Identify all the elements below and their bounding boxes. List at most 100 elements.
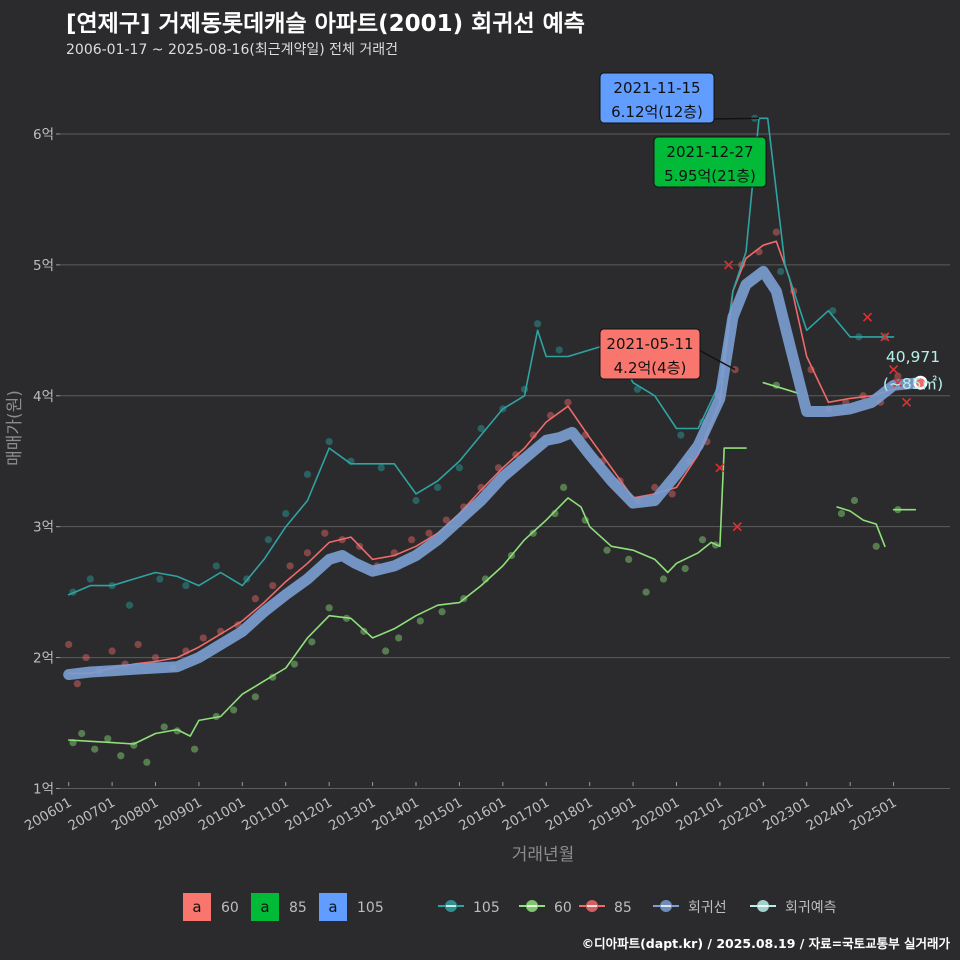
y-tick-label: 3억	[33, 520, 54, 536]
prediction-group: 40,971 (~85㎡)	[883, 348, 943, 393]
x-tick-label: 202301	[760, 795, 813, 835]
chart-subtitle: 2006-01-17 ~ 2025-08-16(최근계약일) 전체 거래건	[66, 42, 398, 58]
y-tick-label: 5억	[33, 258, 54, 274]
series-line-s85	[67, 240, 921, 675]
cancelled-mark-stroke	[880, 332, 890, 342]
y-tick-label: 1억	[33, 781, 54, 797]
scatter-point	[408, 536, 416, 544]
y-axis-ticks: 1억 2억 3억 4억 5억 6억	[33, 127, 60, 797]
scatter-point	[837, 509, 846, 518]
cancelled-mark	[862, 312, 873, 322]
series-line-s60b	[762, 381, 799, 395]
scatter-point	[91, 745, 99, 753]
scatter-point	[325, 437, 333, 446]
legend-line-label: 60	[554, 900, 572, 916]
scatter-point	[303, 549, 312, 557]
cancelled-mark	[732, 522, 742, 532]
scatter-point	[286, 562, 294, 570]
x-tick-label: 200901	[152, 795, 205, 835]
scatter-point	[434, 483, 442, 492]
cancelled-mark-stroke	[902, 397, 912, 407]
prediction-size: (~85㎡)	[883, 375, 943, 393]
callout-value: 4.2억(4층)	[614, 359, 687, 377]
legend: a 60 a 85 a 105 105 60 85 회귀선 회귀예측	[183, 893, 837, 921]
x-tick-label: 201801	[543, 795, 596, 835]
scatter-point	[65, 640, 73, 649]
callout-c3: 2021-05-11 4.2억(4층)	[599, 328, 736, 380]
scatter-point	[230, 706, 238, 714]
x-tick-label: 200701	[65, 795, 118, 835]
scatter-point	[555, 346, 563, 354]
x-tick-label: 202101	[673, 795, 726, 835]
callout-date: 2021-12-27	[666, 143, 753, 161]
x-tick-label: 202501	[847, 795, 900, 835]
scatter-point	[698, 536, 707, 544]
scatter-point	[160, 723, 168, 731]
scatter-point	[668, 490, 676, 498]
x-tick-label: 200801	[109, 795, 162, 835]
chart-title: [연제구] 거제동롯데캐슬 아파트(2001) 회귀선 예측	[66, 11, 585, 37]
legend-swatch-letter: a	[328, 898, 337, 916]
scatter-point	[642, 588, 650, 596]
x-tick-label: 201601	[456, 795, 509, 835]
legend-label: 85	[289, 900, 307, 916]
legend-swatch-letter: a	[192, 898, 201, 916]
scatter-point	[529, 529, 537, 537]
legend-swatch-letter: a	[260, 898, 269, 916]
cancelled-mark-stroke	[732, 522, 742, 532]
scatter-point	[625, 555, 633, 563]
cancelled-mark-stroke	[893, 378, 903, 388]
scatter-point	[134, 640, 142, 649]
scatter-point	[104, 735, 112, 743]
scatter-point	[872, 542, 880, 550]
source-credit: ©디아파트(dapt.kr) / 2025.08.19 / 자료=국토교통부 실…	[581, 936, 950, 951]
scatter-point	[603, 546, 611, 554]
legend-label: 105	[357, 900, 384, 916]
cancelled-mark-stroke	[888, 365, 899, 375]
scatter-point	[425, 529, 433, 537]
x-axis-label: 거래년월	[512, 845, 575, 865]
legend-label: 60	[221, 900, 239, 916]
scatter-point	[173, 727, 181, 735]
legend-line-label: 105	[473, 900, 500, 916]
scatter-point	[73, 680, 81, 688]
prediction-point-inner	[915, 378, 925, 388]
series-line-reg	[63, 265, 926, 681]
legend-line-4: 회귀예측	[750, 900, 837, 916]
cancelled-mark	[893, 378, 903, 388]
scatter-point	[377, 464, 385, 472]
scatter-point	[395, 634, 403, 642]
x-tick-label: 201101	[239, 795, 292, 835]
scatter-point	[382, 647, 390, 655]
callout-box	[653, 136, 767, 188]
scatter-point	[416, 617, 424, 625]
x-tick-label: 202001	[630, 795, 683, 835]
scatter-point	[360, 627, 368, 635]
scatter-point	[282, 509, 290, 518]
x-tick-label: 201201	[283, 795, 336, 835]
gridlines	[60, 133, 950, 789]
y-tick-label: 2억	[33, 651, 54, 667]
callout-date: 2021-05-11	[606, 335, 693, 353]
y-tick-label: 6억	[33, 127, 54, 143]
callout-date: 2021-11-15	[613, 79, 700, 97]
scatter-point	[151, 653, 160, 662]
scatter-point	[777, 267, 785, 276]
legend-line-3: 회귀선	[653, 900, 727, 916]
scatter-point	[182, 581, 190, 590]
scatter-point	[321, 529, 329, 537]
callout-box	[599, 328, 701, 380]
legend-line-label: 회귀선	[688, 900, 727, 916]
cancelled-mark-stroke	[715, 463, 725, 473]
x-tick-label: 202201	[717, 795, 770, 835]
cancelled-mark	[715, 463, 725, 473]
scatter-point	[156, 575, 164, 583]
x-tick-label: 201001	[196, 795, 249, 835]
legend-swatch	[319, 893, 347, 921]
scatter-point	[772, 228, 780, 236]
x-tick-label: 201501	[413, 795, 466, 835]
x-tick-label: 201701	[500, 795, 553, 835]
x-tick-label: 201901	[586, 795, 639, 835]
scatter-point	[269, 581, 277, 590]
